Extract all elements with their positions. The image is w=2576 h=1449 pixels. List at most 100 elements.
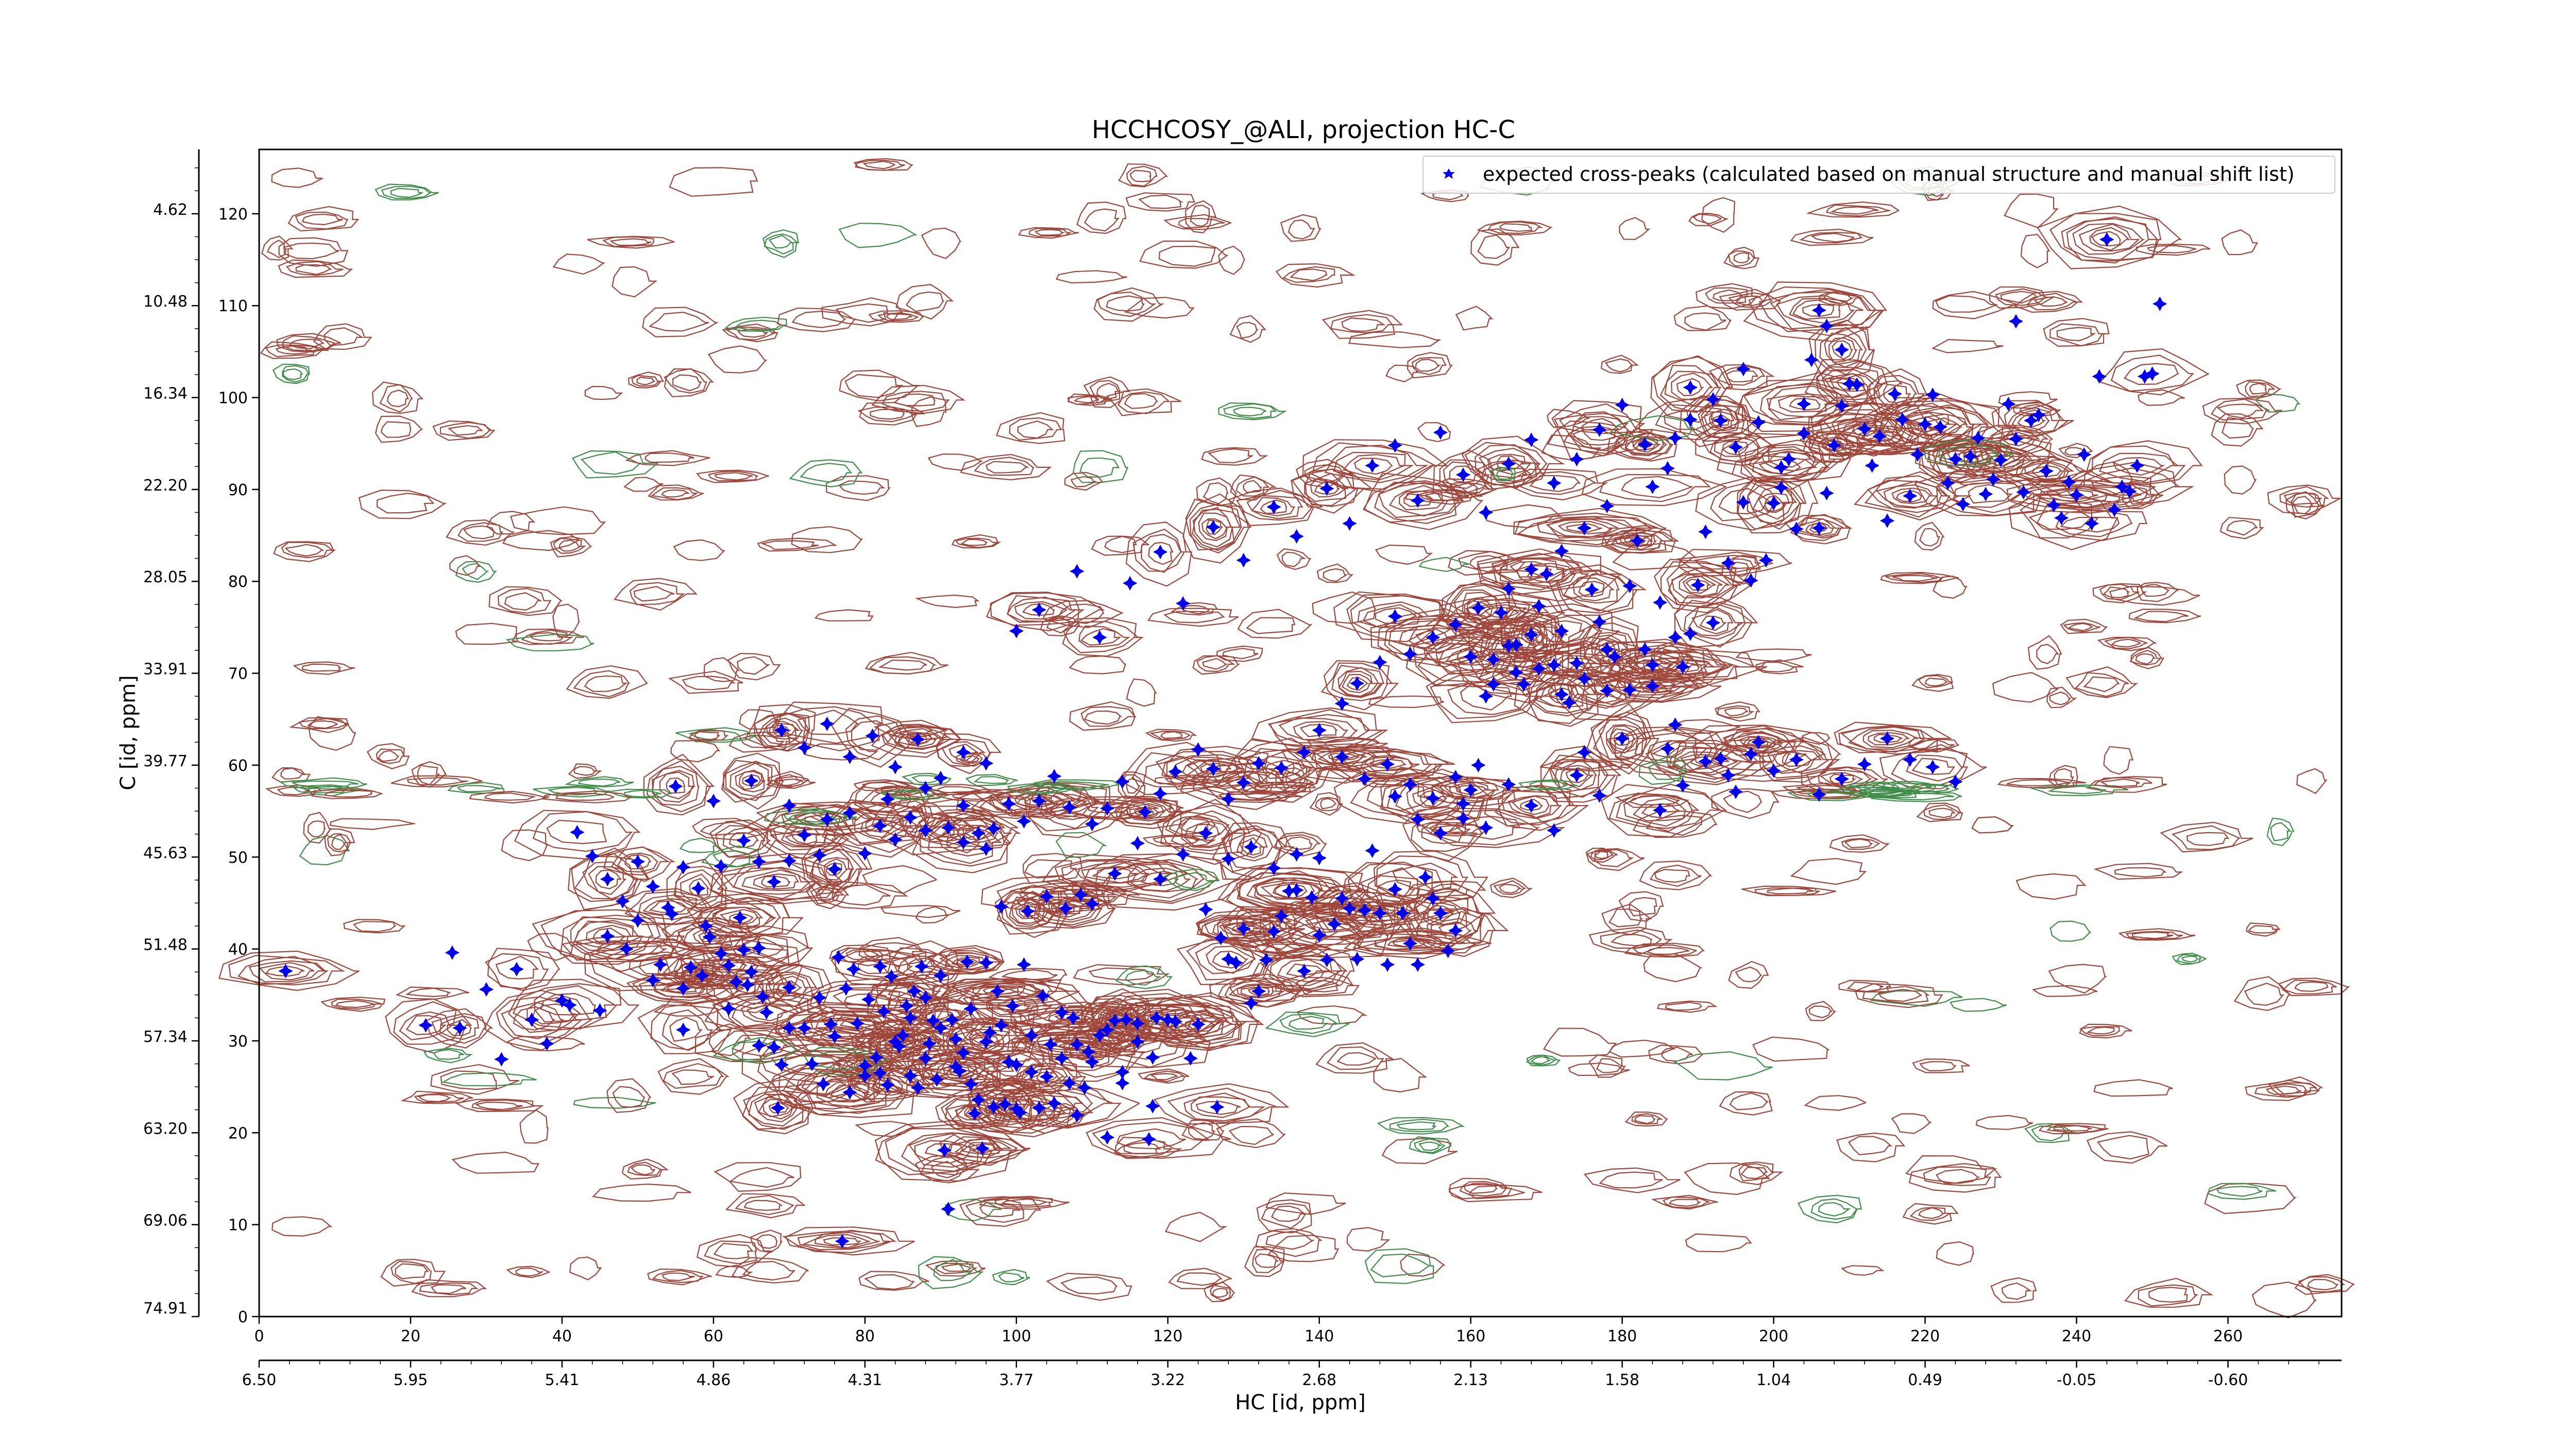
contour-line (766, 812, 848, 855)
contour-line (1614, 531, 1657, 550)
contour-line (2137, 582, 2179, 602)
contour-line (1429, 823, 1482, 835)
contour-line (1553, 761, 1617, 770)
peak-marker (1350, 676, 1365, 691)
peak-marker (630, 854, 646, 869)
contour-line (694, 731, 721, 741)
contour-line (1487, 221, 1544, 234)
contour-line (2135, 653, 2156, 665)
peak-marker (918, 781, 933, 796)
contour-line (1195, 1101, 1241, 1115)
peak-marker (990, 984, 1005, 999)
contour-line (1848, 1136, 1893, 1156)
contour-line (722, 867, 823, 899)
peak-marker (1569, 451, 1584, 467)
peak-marker (1297, 745, 1312, 760)
contour-line (2058, 462, 2195, 511)
peak-marker (1198, 825, 1213, 841)
contour-line (1550, 687, 1574, 700)
contour-line (514, 810, 641, 860)
contour-line (1740, 1167, 1768, 1180)
contour-line (1058, 603, 1105, 624)
contour-line (1509, 561, 1552, 578)
contour-line (1329, 903, 1366, 920)
contour-line (1239, 837, 1265, 856)
contour-line (573, 670, 631, 698)
contour-line (2011, 409, 2050, 432)
peak-marker (1668, 630, 1683, 645)
contour-line (1370, 614, 1502, 663)
peak-marker (1811, 520, 1826, 535)
contour-line (455, 622, 518, 645)
peak-marker (910, 732, 925, 747)
peak-marker (694, 968, 710, 983)
contour-line (948, 744, 979, 762)
contour-line (1927, 437, 1992, 479)
contour-line (851, 1069, 923, 1100)
contour-line (1864, 475, 1959, 518)
peak-marker (1410, 957, 1425, 972)
peak-marker (733, 910, 748, 925)
contour-line (1693, 554, 1762, 570)
y-secondary-tick-label: 57.34 (143, 1028, 188, 1046)
contour-line (391, 775, 483, 788)
contour-line (1406, 783, 1465, 815)
contour-line (1825, 204, 1891, 217)
peak-marker (1683, 626, 1698, 642)
contour-line (1350, 595, 1451, 633)
contour-line (1729, 1092, 1769, 1110)
contour-line (980, 875, 1118, 914)
contour-line (2298, 1276, 2346, 1293)
contour-line (1685, 578, 1712, 591)
contour-line (2083, 676, 2120, 693)
contour-line (1446, 645, 1497, 666)
contour-line (978, 1195, 1070, 1210)
contour-line (1553, 413, 1646, 434)
contour-line (1126, 165, 1158, 187)
contour-line (814, 609, 874, 621)
contour-line (1649, 864, 1702, 887)
contour-line (1423, 642, 1479, 666)
contour-line (1445, 482, 1490, 496)
peak-marker (1005, 999, 1020, 1014)
peak-marker (1130, 1034, 1145, 1049)
contour-line (2176, 954, 2202, 965)
contour-line (1469, 554, 1509, 569)
contour-line (1685, 1233, 1752, 1253)
contour-line (546, 819, 607, 845)
contour-line (903, 971, 956, 1005)
contour-line (497, 587, 552, 614)
peak-marker (774, 722, 789, 738)
contour-line (791, 526, 863, 553)
contour-line (672, 374, 702, 392)
peak-marker (1274, 908, 1289, 923)
peak-marker (1236, 775, 1251, 790)
y-secondary-tick-label: 28.05 (143, 568, 188, 586)
contour-line (762, 229, 800, 258)
contour-line (988, 968, 1067, 983)
contour-line (1971, 816, 2014, 834)
contour-line (1830, 206, 1879, 215)
x-secondary-tick-label: -0.60 (2208, 1371, 2248, 1389)
contour-line (845, 1057, 886, 1074)
contour-line (1450, 482, 1480, 494)
contour-line (1456, 648, 1487, 664)
contour-line (1568, 672, 1642, 708)
peak-marker (1141, 1132, 1157, 1147)
contour-line (320, 997, 386, 1012)
contour-line (1233, 407, 1267, 417)
contour-line (469, 790, 550, 804)
contour-line (1752, 1036, 1831, 1062)
contour-line (1789, 398, 1821, 411)
peak-marker (1683, 412, 1698, 427)
peak-marker (1600, 498, 1615, 514)
peak-marker (744, 965, 759, 980)
contour-line (777, 307, 856, 332)
contour-line (959, 1196, 1042, 1227)
contour-line (714, 472, 753, 481)
contour-line (1116, 798, 1184, 819)
peak-marker (1440, 943, 1455, 958)
contour-line (2031, 465, 2064, 477)
contour-line (1933, 576, 1968, 599)
contour-line (2207, 1183, 2277, 1200)
